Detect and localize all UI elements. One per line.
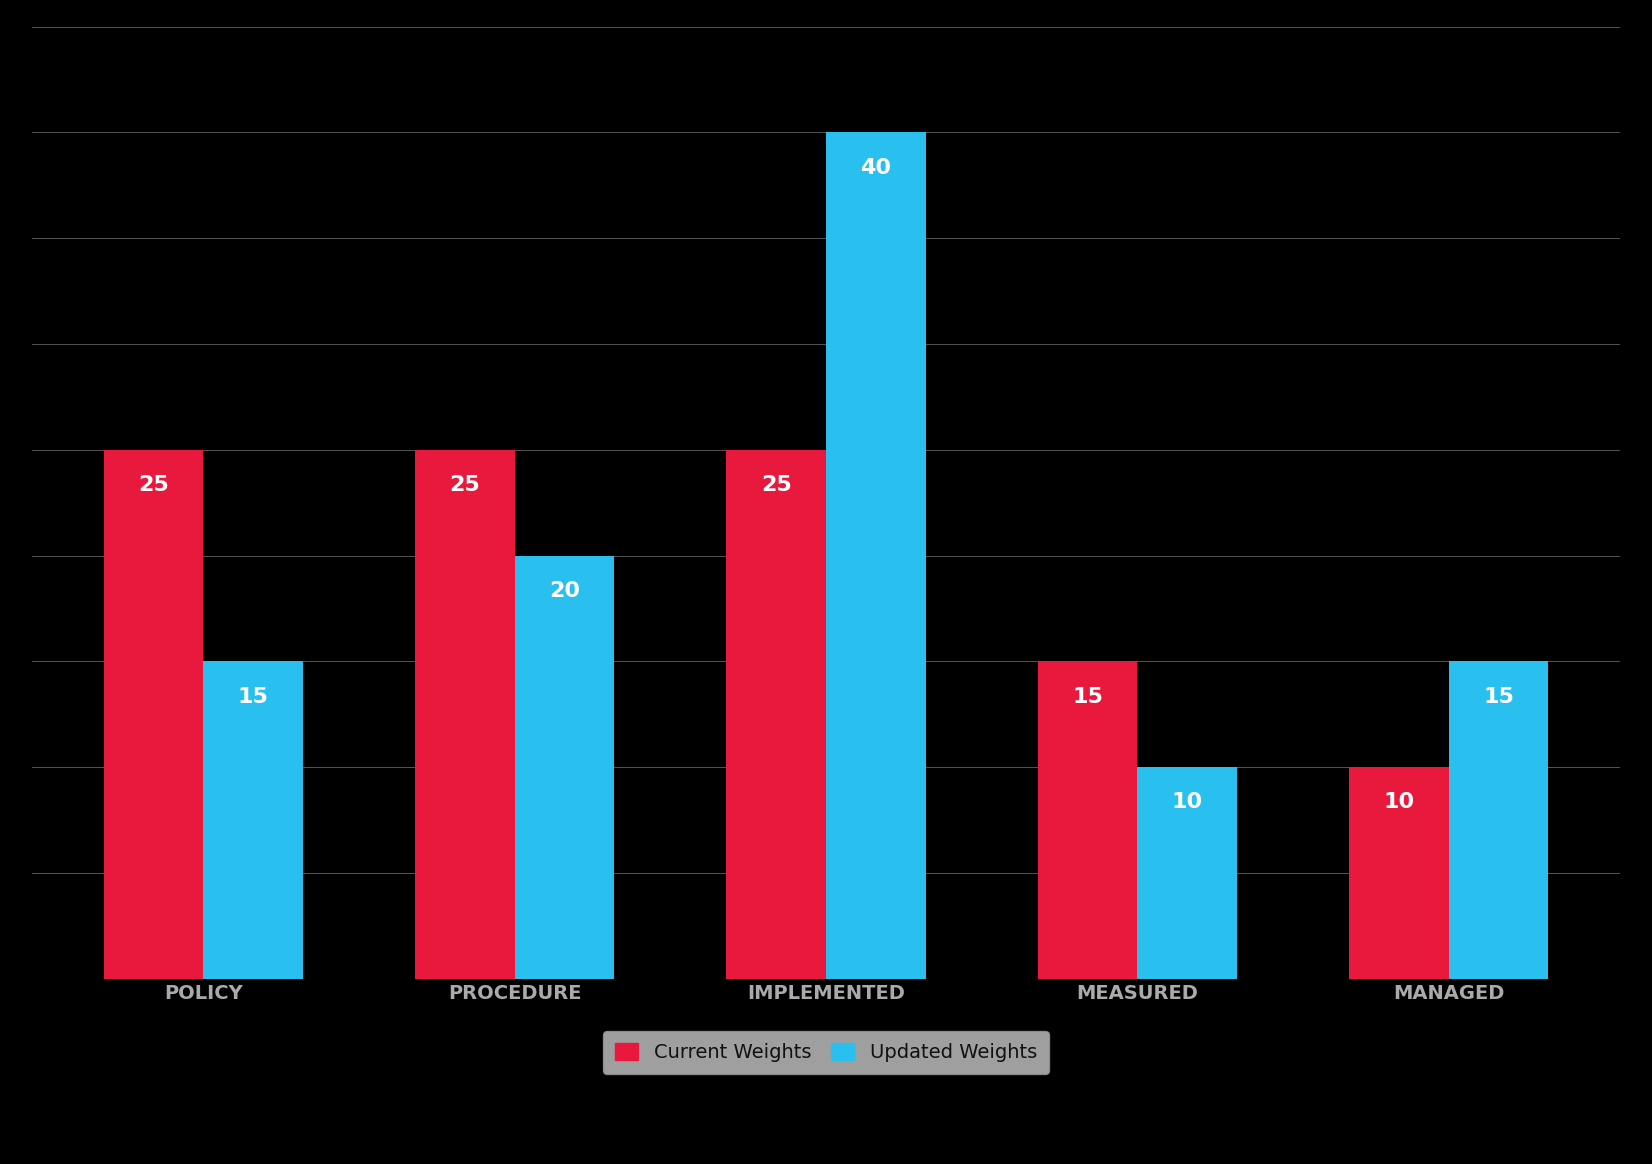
- Text: 10: 10: [1171, 793, 1203, 812]
- Bar: [1137, 767, 1237, 979]
- Bar: [1350, 767, 1449, 979]
- Text: 25: 25: [449, 475, 481, 495]
- Bar: [1037, 661, 1137, 979]
- Text: 25: 25: [762, 475, 791, 495]
- Bar: [727, 449, 826, 979]
- Text: 20: 20: [548, 581, 580, 601]
- Bar: [104, 449, 203, 979]
- Bar: [515, 555, 615, 979]
- Bar: [826, 133, 925, 979]
- Text: 25: 25: [139, 475, 169, 495]
- Bar: [1449, 661, 1548, 979]
- Text: 10: 10: [1383, 793, 1414, 812]
- Text: 15: 15: [238, 687, 269, 707]
- Bar: [415, 449, 515, 979]
- Text: 15: 15: [1483, 687, 1513, 707]
- Text: 15: 15: [1072, 687, 1104, 707]
- Legend: Current Weights, Updated Weights: Current Weights, Updated Weights: [603, 1031, 1049, 1073]
- Text: 40: 40: [861, 158, 892, 178]
- Bar: [203, 661, 302, 979]
